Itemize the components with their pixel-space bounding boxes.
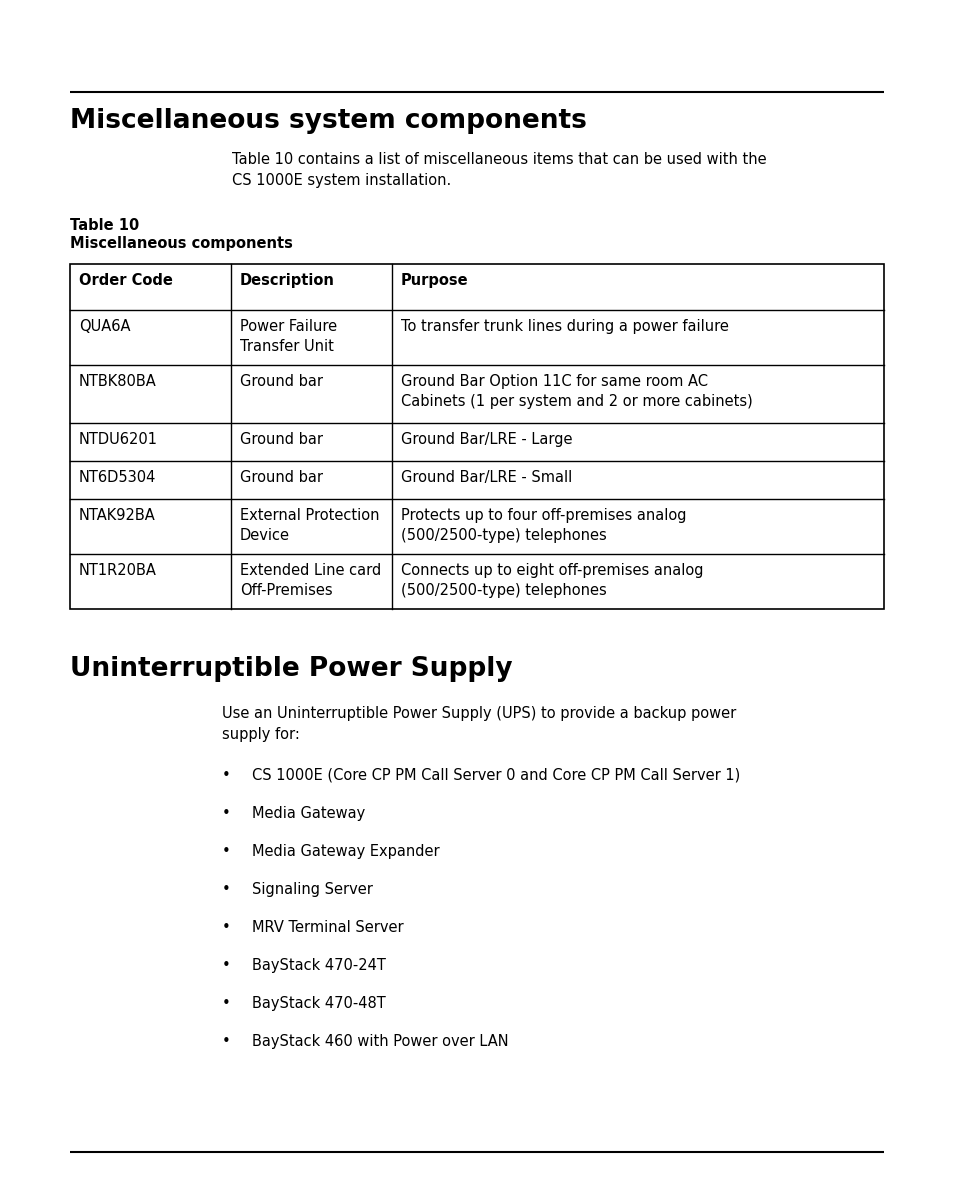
Text: Description: Description xyxy=(240,273,335,288)
Text: Extended Line card
Off-Premises: Extended Line card Off-Premises xyxy=(240,563,381,599)
Text: •: • xyxy=(222,768,231,783)
Text: Signaling Server: Signaling Server xyxy=(252,882,373,897)
Text: External Protection
Device: External Protection Device xyxy=(240,508,379,543)
Text: CS 1000E (Core CP PM Call Server 0 and Core CP PM Call Server 1): CS 1000E (Core CP PM Call Server 0 and C… xyxy=(252,768,740,783)
Text: Purpose: Purpose xyxy=(400,273,468,288)
Text: BayStack 460 with Power over LAN: BayStack 460 with Power over LAN xyxy=(252,1034,508,1049)
Text: BayStack 470-48T: BayStack 470-48T xyxy=(252,996,385,1011)
Text: Miscellaneous components: Miscellaneous components xyxy=(70,236,293,251)
Text: NTDU6201: NTDU6201 xyxy=(79,432,158,447)
Text: MRV Terminal Server: MRV Terminal Server xyxy=(252,920,403,935)
Text: Ground Bar/LRE - Small: Ground Bar/LRE - Small xyxy=(400,470,572,484)
Bar xyxy=(70,264,883,609)
Text: •: • xyxy=(222,920,231,935)
Text: •: • xyxy=(222,996,231,1011)
Text: Protects up to four off-premises analog
(500/2500-type) telephones: Protects up to four off-premises analog … xyxy=(400,508,686,543)
Text: Use an Uninterruptible Power Supply (UPS) to provide a backup power
supply for:: Use an Uninterruptible Power Supply (UPS… xyxy=(222,706,736,742)
Text: Ground bar: Ground bar xyxy=(240,374,323,389)
Text: NTBK80BA: NTBK80BA xyxy=(79,374,156,389)
Text: NT1R20BA: NT1R20BA xyxy=(79,563,156,578)
Text: Order Code: Order Code xyxy=(79,273,172,288)
Text: Connects up to eight off-premises analog
(500/2500-type) telephones: Connects up to eight off-premises analog… xyxy=(400,563,702,599)
Text: QUA6A: QUA6A xyxy=(79,319,131,334)
Text: Ground bar: Ground bar xyxy=(240,470,323,484)
Text: •: • xyxy=(222,844,231,859)
Text: Ground Bar Option 11C for same room AC
Cabinets (1 per system and 2 or more cabi: Ground Bar Option 11C for same room AC C… xyxy=(400,374,752,410)
Text: Media Gateway Expander: Media Gateway Expander xyxy=(252,844,439,859)
Text: Table 10: Table 10 xyxy=(70,218,139,233)
Text: Table 10 contains a list of miscellaneous items that can be used with the
CS 100: Table 10 contains a list of miscellaneou… xyxy=(232,151,766,188)
Text: •: • xyxy=(222,807,231,821)
Text: Miscellaneous system components: Miscellaneous system components xyxy=(70,108,586,133)
Text: NT6D5304: NT6D5304 xyxy=(79,470,156,484)
Text: Media Gateway: Media Gateway xyxy=(252,807,365,821)
Text: •: • xyxy=(222,1034,231,1049)
Text: BayStack 470-24T: BayStack 470-24T xyxy=(252,958,385,972)
Text: •: • xyxy=(222,882,231,897)
Text: To transfer trunk lines during a power failure: To transfer trunk lines during a power f… xyxy=(400,319,728,334)
Text: •: • xyxy=(222,958,231,972)
Text: Ground bar: Ground bar xyxy=(240,432,323,447)
Text: Uninterruptible Power Supply: Uninterruptible Power Supply xyxy=(70,656,512,682)
Text: Ground Bar/LRE - Large: Ground Bar/LRE - Large xyxy=(400,432,572,447)
Text: Power Failure
Transfer Unit: Power Failure Transfer Unit xyxy=(240,319,336,355)
Text: NTAK92BA: NTAK92BA xyxy=(79,508,155,523)
